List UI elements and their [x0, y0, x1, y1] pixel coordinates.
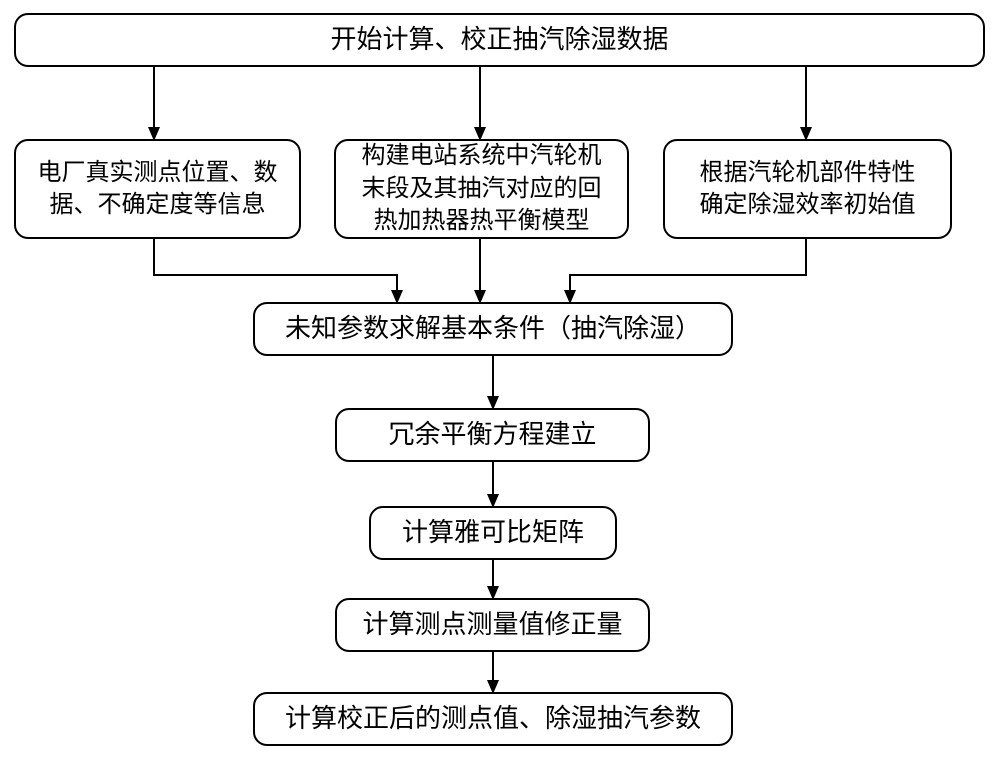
- node-input-model: 构建电站系统中汽轮机末段及其抽汽对应的回热加热器热平衡模型: [334, 139, 629, 239]
- node-label: 计算雅可比矩阵: [402, 515, 584, 550]
- edge-in1-cond: [154, 239, 397, 302]
- node-label: 根据汽轮机部件特性确定除湿效率初始值: [700, 157, 916, 222]
- node-label: 电厂真实测点位置、数据、不确定度等信息: [38, 157, 278, 222]
- node-input-measure: 电厂真实测点位置、数据、不确定度等信息: [14, 139, 301, 239]
- node-equations: 冗余平衡方程建立: [335, 408, 650, 462]
- node-jacobian: 计算雅可比矩阵: [369, 506, 617, 560]
- node-result: 计算校正后的测点值、除湿抽汽参数: [253, 692, 733, 746]
- edge-in3-cond: [570, 239, 806, 302]
- node-label: 构建电站系统中汽轮机末段及其抽汽对应的回热加热器热平衡模型: [362, 140, 602, 237]
- node-start: 开始计算、校正抽汽除湿数据: [14, 13, 985, 67]
- node-label: 未知参数求解基本条件（抽汽除湿）: [285, 311, 701, 346]
- node-conditions: 未知参数求解基本条件（抽汽除湿）: [253, 302, 733, 356]
- node-label: 开始计算、校正抽汽除湿数据: [330, 22, 668, 57]
- node-label: 计算测点测量值修正量: [362, 607, 622, 642]
- flowchart-canvas: 开始计算、校正抽汽除湿数据 电厂真实测点位置、数据、不确定度等信息 构建电站系统…: [0, 0, 1000, 767]
- node-correction: 计算测点测量值修正量: [335, 598, 650, 652]
- node-input-efficiency: 根据汽轮机部件特性确定除湿效率初始值: [663, 139, 952, 239]
- node-label: 计算校正后的测点值、除湿抽汽参数: [285, 701, 701, 736]
- node-label: 冗余平衡方程建立: [388, 417, 596, 452]
